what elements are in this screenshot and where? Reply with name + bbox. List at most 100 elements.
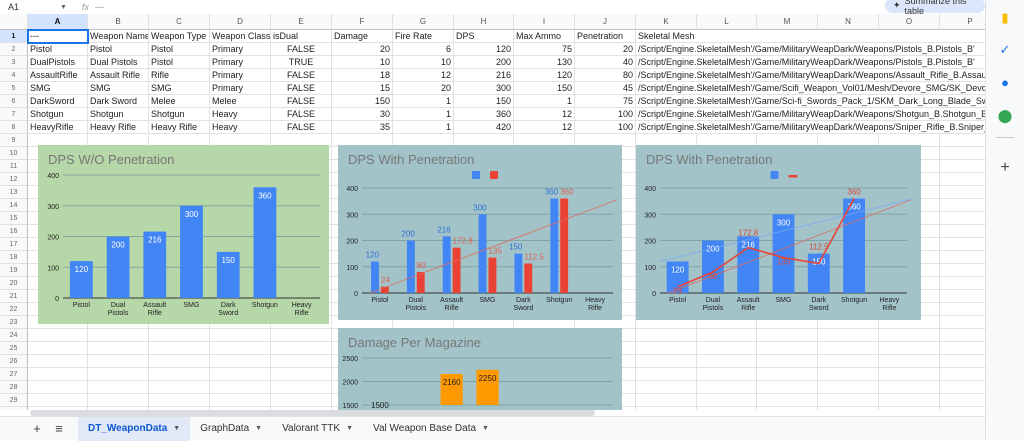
empty-cell[interactable] xyxy=(818,329,879,342)
empty-cell[interactable] xyxy=(940,160,985,173)
table-cell[interactable]: DPS xyxy=(454,30,514,43)
table-cell[interactable]: FALSE xyxy=(271,95,332,108)
table-cell[interactable]: /Script/Engine.SkeletalMesh'/Game/Scifi_… xyxy=(636,82,985,95)
empty-cell[interactable] xyxy=(271,329,332,342)
row-header-8[interactable]: 8 xyxy=(0,121,28,134)
empty-cell[interactable] xyxy=(149,368,210,381)
formula-input[interactable]: --- xyxy=(95,2,105,12)
row-header-17[interactable]: 17 xyxy=(0,238,28,251)
empty-cell[interactable] xyxy=(149,342,210,355)
table-cell[interactable]: DualPistols xyxy=(28,56,88,69)
empty-cell[interactable] xyxy=(818,355,879,368)
table-cell[interactable]: Shotgun xyxy=(28,108,88,121)
table-cell[interactable]: /Script/Engine.SkeletalMesh'/Game/Milita… xyxy=(636,56,985,69)
row-header-12[interactable]: 12 xyxy=(0,173,28,186)
table-cell[interactable]: /Script/Engine.SkeletalMesh'/Game/Milita… xyxy=(636,121,985,134)
empty-cell[interactable] xyxy=(940,225,985,238)
table-cell[interactable]: Assault Rifle xyxy=(88,69,149,82)
row-header-23[interactable]: 23 xyxy=(0,316,28,329)
empty-cell[interactable] xyxy=(271,394,332,407)
column-header-H[interactable]: H xyxy=(454,14,514,30)
keep-icon[interactable]: ▮ xyxy=(1001,10,1009,25)
empty-cell[interactable] xyxy=(940,329,985,342)
table-cell[interactable]: 300 xyxy=(454,82,514,95)
empty-cell[interactable] xyxy=(697,355,757,368)
chart-dps-w-o-penetration[interactable]: DPS W/O Penetration 0 100 200 300 400 Pistol Du… xyxy=(38,145,329,324)
table-cell[interactable]: 12 xyxy=(393,69,454,82)
column-header-G[interactable]: G xyxy=(393,14,454,30)
sheet-tab[interactable]: GraphData ▼ xyxy=(190,417,272,441)
row-header-28[interactable]: 28 xyxy=(0,381,28,394)
column-header-I[interactable]: I xyxy=(514,14,575,30)
empty-cell[interactable] xyxy=(149,407,210,410)
empty-cell[interactable] xyxy=(757,368,818,381)
empty-cell[interactable] xyxy=(636,394,697,407)
table-cell[interactable]: Dual Pistols xyxy=(88,56,149,69)
empty-cell[interactable] xyxy=(88,342,149,355)
empty-cell[interactable] xyxy=(28,368,88,381)
table-cell[interactable]: FALSE xyxy=(271,82,332,95)
table-cell[interactable]: 15 xyxy=(332,82,393,95)
table-cell[interactable]: 150 xyxy=(454,95,514,108)
table-cell[interactable]: Shotgun xyxy=(88,108,149,121)
empty-cell[interactable] xyxy=(818,394,879,407)
empty-cell[interactable] xyxy=(271,355,332,368)
empty-cell[interactable] xyxy=(636,407,697,410)
empty-cell[interactable] xyxy=(940,407,985,410)
add-sheet-button[interactable]: + xyxy=(33,421,41,436)
column-header-P[interactable]: P xyxy=(940,14,985,30)
empty-cell[interactable] xyxy=(879,355,940,368)
empty-cell[interactable] xyxy=(940,147,985,160)
empty-cell[interactable] xyxy=(271,342,332,355)
table-cell[interactable]: 35 xyxy=(332,121,393,134)
row-header-15[interactable]: 15 xyxy=(0,212,28,225)
table-cell[interactable]: Damage xyxy=(332,30,393,43)
table-cell[interactable]: 1 xyxy=(393,121,454,134)
table-cell[interactable]: Rifle xyxy=(149,69,210,82)
empty-cell[interactable] xyxy=(697,381,757,394)
row-header-29[interactable]: 29 xyxy=(0,394,28,407)
empty-cell[interactable] xyxy=(210,407,271,410)
chevron-down-icon[interactable]: ▼ xyxy=(482,425,489,432)
row-header-4[interactable]: 4 xyxy=(0,69,28,82)
empty-cell[interactable] xyxy=(28,407,88,410)
column-header-B[interactable]: B xyxy=(88,14,149,30)
table-cell[interactable]: Primary xyxy=(210,43,271,56)
row-header-27[interactable]: 27 xyxy=(0,368,28,381)
chevron-down-icon[interactable]: ▼ xyxy=(346,425,354,432)
empty-cell[interactable] xyxy=(940,134,985,147)
row-header-13[interactable]: 13 xyxy=(0,186,28,199)
row-header-9[interactable]: 9 xyxy=(0,134,28,147)
table-cell[interactable]: /Script/Engine.SkeletalMesh'/Game/Milita… xyxy=(636,69,985,82)
empty-cell[interactable] xyxy=(818,342,879,355)
empty-cell[interactable] xyxy=(88,381,149,394)
table-cell[interactable]: 80 xyxy=(575,69,636,82)
row-header-3[interactable]: 3 xyxy=(0,56,28,69)
table-cell[interactable]: 30 xyxy=(332,108,393,121)
select-all-corner[interactable] xyxy=(0,14,28,30)
table-cell[interactable]: 100 xyxy=(575,121,636,134)
empty-cell[interactable] xyxy=(940,368,985,381)
table-cell[interactable]: 150 xyxy=(332,95,393,108)
row-header-20[interactable]: 20 xyxy=(0,277,28,290)
table-cell[interactable]: Pistol xyxy=(149,43,210,56)
empty-cell[interactable] xyxy=(940,381,985,394)
table-cell[interactable]: Primary xyxy=(210,69,271,82)
row-header-5[interactable]: 5 xyxy=(0,82,28,95)
all-sheets-button[interactable]: ≡ xyxy=(55,421,63,436)
table-cell[interactable]: 20 xyxy=(332,43,393,56)
empty-cell[interactable] xyxy=(210,329,271,342)
maps-icon[interactable]: ⬤ xyxy=(997,108,1013,123)
empty-cell[interactable] xyxy=(818,407,879,410)
empty-cell[interactable] xyxy=(940,316,985,329)
row-header-16[interactable]: 16 xyxy=(0,225,28,238)
table-cell[interactable]: FALSE xyxy=(271,121,332,134)
row-header-14[interactable]: 14 xyxy=(0,199,28,212)
table-cell[interactable]: 75 xyxy=(575,95,636,108)
table-cell[interactable]: 120 xyxy=(514,69,575,82)
table-cell[interactable]: Max Ammo xyxy=(514,30,575,43)
row-header-18[interactable]: 18 xyxy=(0,251,28,264)
column-header-K[interactable]: K xyxy=(636,14,697,30)
empty-cell[interactable] xyxy=(940,342,985,355)
empty-cell[interactable] xyxy=(149,394,210,407)
